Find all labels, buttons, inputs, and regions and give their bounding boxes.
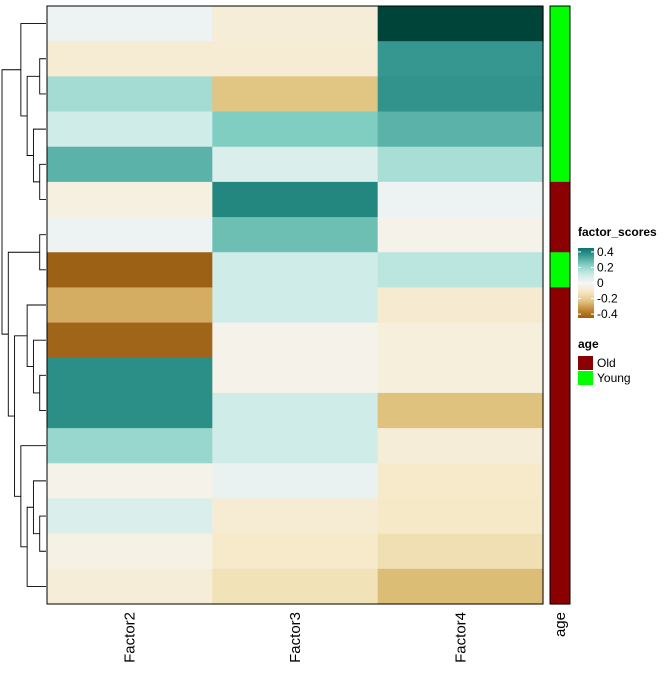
heatmap-cell xyxy=(377,322,544,359)
heatmap-cell xyxy=(212,392,379,429)
heatmap-cell xyxy=(377,6,544,42)
heatmap-cell xyxy=(47,357,213,394)
heatmap-cell xyxy=(47,6,213,42)
heatmap-cell xyxy=(377,252,544,289)
dendrogram-branch xyxy=(39,515,46,552)
heatmap-cell xyxy=(47,287,213,324)
legend-key-young xyxy=(578,371,593,385)
heatmap-cell xyxy=(377,392,544,429)
heatmap-cell xyxy=(377,217,544,253)
heatmap-cell xyxy=(212,6,379,42)
heatmap-cell xyxy=(47,76,213,113)
heatmap-cell xyxy=(377,533,544,570)
heatmap-cell xyxy=(212,111,379,148)
heatmap-cell xyxy=(377,287,544,324)
heatmap-cell xyxy=(377,146,544,183)
heatmap-cell xyxy=(47,392,213,429)
heatmap-cell xyxy=(212,357,379,394)
dendrogram-branch xyxy=(7,251,40,417)
age-annotation-cell xyxy=(550,287,570,324)
heatmap-cell xyxy=(47,111,213,148)
heatmap-cell xyxy=(47,181,213,218)
heatmap-cell xyxy=(47,146,213,183)
heatmap-cell xyxy=(377,428,544,464)
heatmap-cell xyxy=(47,41,213,77)
age-annotation-cell xyxy=(550,392,570,429)
heatmap-cell xyxy=(377,568,544,605)
legend-tick-label: 0 xyxy=(597,276,604,290)
age-annotation-cell xyxy=(550,146,570,183)
age-annotation-border xyxy=(549,5,571,605)
legend-label-old: Old xyxy=(597,356,616,370)
age-annotation-cell xyxy=(550,6,570,42)
heatmap-cell xyxy=(47,568,213,605)
dendrogram-branch xyxy=(26,506,46,587)
heatmap-cell xyxy=(47,498,213,535)
dendrogram-branch xyxy=(39,163,46,200)
heatmap-cell xyxy=(47,252,213,289)
dendrogram-branch xyxy=(20,23,46,117)
heatmap-cell xyxy=(47,322,213,359)
heatmap-cell xyxy=(212,498,379,535)
legend-title-age: age xyxy=(578,337,599,351)
heatmap-cell xyxy=(377,41,544,77)
heatmap-cell xyxy=(377,181,544,218)
heatmap-cell xyxy=(212,568,379,605)
heatmap-cell xyxy=(212,252,379,289)
column-label: Factor3 xyxy=(287,612,304,663)
legend-title-factor-scores: factor_scores xyxy=(578,225,657,239)
heatmap-cell xyxy=(212,76,379,113)
heatmap-cell xyxy=(212,428,379,464)
heatmap-cell xyxy=(212,146,379,183)
dendrogram-branch xyxy=(39,58,46,95)
heatmap-cell xyxy=(212,181,379,218)
age-annotation-cell xyxy=(550,252,570,289)
legend-label-young: Young xyxy=(597,371,631,385)
legend-tick-label: 0.2 xyxy=(597,260,614,274)
heatmap-cell xyxy=(47,463,213,500)
heatmap-cell xyxy=(212,41,379,77)
heatmap-cell xyxy=(47,428,213,464)
heatmap-cell xyxy=(212,217,379,253)
heatmap-cell xyxy=(47,217,213,253)
age-annotation-cell xyxy=(550,428,570,464)
dendrogram-branch xyxy=(1,69,21,335)
dendrogram-branch xyxy=(39,234,46,271)
age-annotation-cell xyxy=(550,357,570,394)
age-annotation-cell xyxy=(550,322,570,359)
legend-colorbar xyxy=(578,248,594,318)
legend-tick-label: -0.2 xyxy=(597,292,618,306)
age-annotation-cell xyxy=(550,41,570,77)
heatmap-cell xyxy=(212,533,379,570)
legend-tick-label: -0.4 xyxy=(597,307,618,321)
heatmap-cell xyxy=(212,287,379,324)
age-annotation-cell xyxy=(550,217,570,253)
heatmap-cell xyxy=(212,322,379,359)
age-annotation-cell xyxy=(550,498,570,535)
heatmap-cell xyxy=(377,498,544,535)
age-annotation-cell xyxy=(550,463,570,500)
heatmap-cell xyxy=(212,463,379,500)
legend-tick-label: 0.4 xyxy=(597,245,614,259)
age-annotation-cell xyxy=(550,76,570,113)
heatmap-cell xyxy=(377,463,544,500)
age-annotation-cell xyxy=(550,533,570,570)
age-annotation-cell xyxy=(550,111,570,148)
heatmap-cell xyxy=(377,357,544,394)
age-annotation-cell xyxy=(550,181,570,218)
heatmap-cell xyxy=(377,111,544,148)
legend-key-old xyxy=(578,356,593,370)
heatmap-cell xyxy=(47,533,213,570)
age-annotation-cell xyxy=(550,568,570,605)
dendrogram-branch xyxy=(39,374,46,411)
column-label: Factor4 xyxy=(452,612,469,663)
annotation-column-label: age xyxy=(552,612,569,637)
dendrogram-branch xyxy=(26,304,46,368)
column-label: Factor2 xyxy=(122,612,139,663)
heatmap-border xyxy=(46,5,544,605)
heatmap-cell xyxy=(377,76,544,113)
